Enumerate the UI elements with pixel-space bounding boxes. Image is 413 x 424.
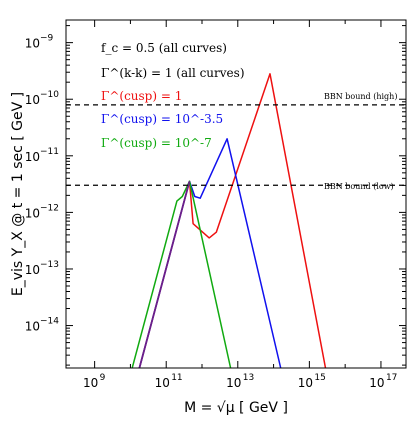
plot-background — [66, 20, 406, 368]
y-tick-label: 10 — [25, 150, 40, 164]
y-tick-label: 10 — [25, 263, 40, 277]
y-tick-exponent: −9 — [40, 34, 54, 44]
y-tick-label: 10 — [25, 37, 40, 51]
annotation-gamma-kk: Γ^(k-k) = 1 (all curves) — [101, 66, 245, 80]
bbn-low-label: BBN bound (low) — [324, 182, 394, 191]
annotation-gamma3: Γ^(cusp) = 10^-7 — [101, 136, 212, 150]
x-tick-label: 10 — [226, 376, 241, 390]
bbn-high-label: BBN bound (high) — [324, 92, 397, 101]
y-tick-exponent: −11 — [40, 147, 59, 157]
annotation-gamma1: Γ^(cusp) = 1 — [101, 89, 182, 103]
y-tick-label: 10 — [25, 93, 40, 107]
x-tick-label: 10 — [369, 376, 384, 390]
series-overlap-line — [138, 181, 191, 368]
x-tick-label: 10 — [298, 376, 313, 390]
x-tick-label: 10 — [155, 376, 170, 390]
y-tick-exponent: −14 — [40, 317, 59, 327]
y-tick-label: 10 — [25, 320, 40, 334]
y-tick-exponent: −10 — [40, 90, 59, 100]
x-tick-exponent: 17 — [386, 373, 397, 383]
x-axis-label: M = √μ [ GeV ] — [184, 400, 288, 416]
annotation-fc: f_c = 0.5 (all curves) — [101, 41, 227, 55]
x-tick-exponent: 13 — [243, 373, 254, 383]
x-tick-exponent: 9 — [100, 373, 106, 383]
x-tick-exponent: 15 — [314, 373, 325, 383]
plot-frame — [65, 19, 407, 369]
y-axis-label: E_vis Y_X @ t = 1 sec [ GeV ] — [10, 92, 26, 296]
x-tick-label: 10 — [83, 376, 98, 390]
annotation-gamma2: Γ^(cusp) = 10^-3.5 — [101, 112, 223, 126]
y-tick-label: 10 — [25, 206, 40, 220]
y-tick-exponent: −12 — [40, 203, 59, 213]
series-line-3 — [131, 180, 232, 368]
x-tick-exponent: 11 — [171, 373, 182, 383]
y-tick-exponent: −13 — [40, 260, 59, 270]
